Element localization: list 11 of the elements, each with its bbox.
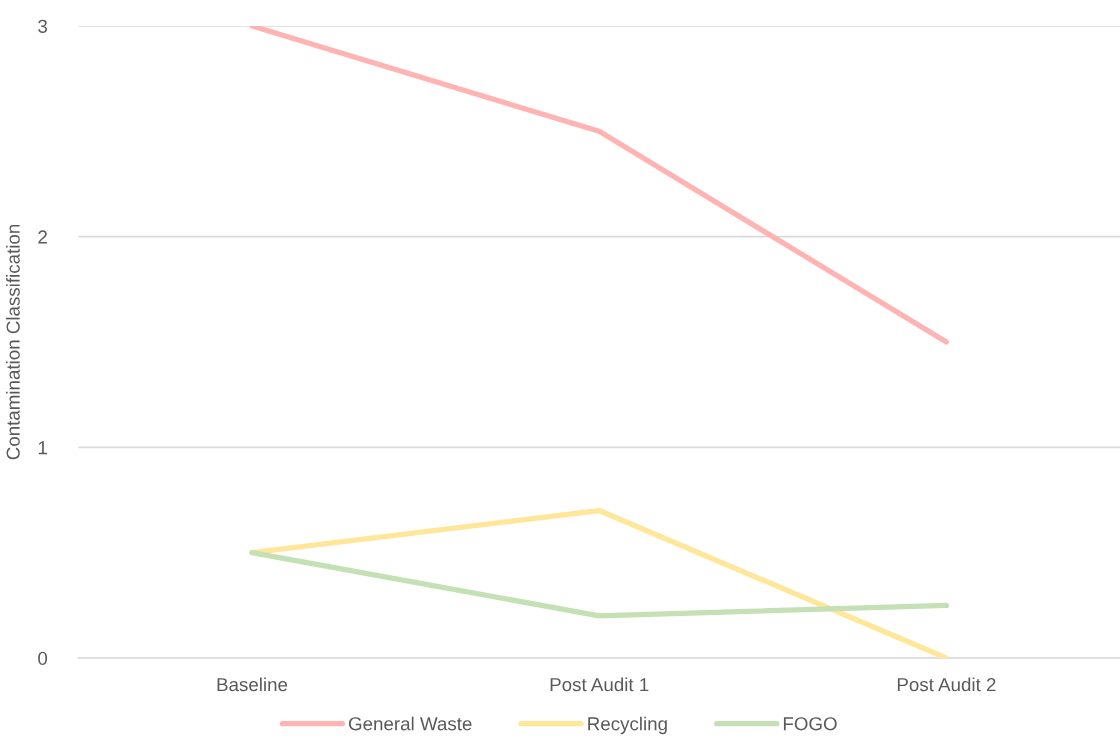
- legend-label: Recycling: [588, 716, 667, 735]
- y-axis-title: Contamination Classification: [6, 224, 20, 460]
- y-tick-label: 2: [38, 230, 47, 244]
- legend-label: FOGO: [783, 717, 837, 731]
- x-tick-label: Post Audit 2: [897, 677, 996, 692]
- y-tick-label: 3: [38, 19, 48, 33]
- x-tick-label: Post Audit 1: [550, 677, 649, 692]
- y-tick-label: 1: [38, 441, 47, 455]
- x-tick-label: Baseline: [217, 677, 288, 692]
- y-tick-label: 0: [38, 651, 48, 665]
- legend-label: General Waste: [348, 716, 472, 731]
